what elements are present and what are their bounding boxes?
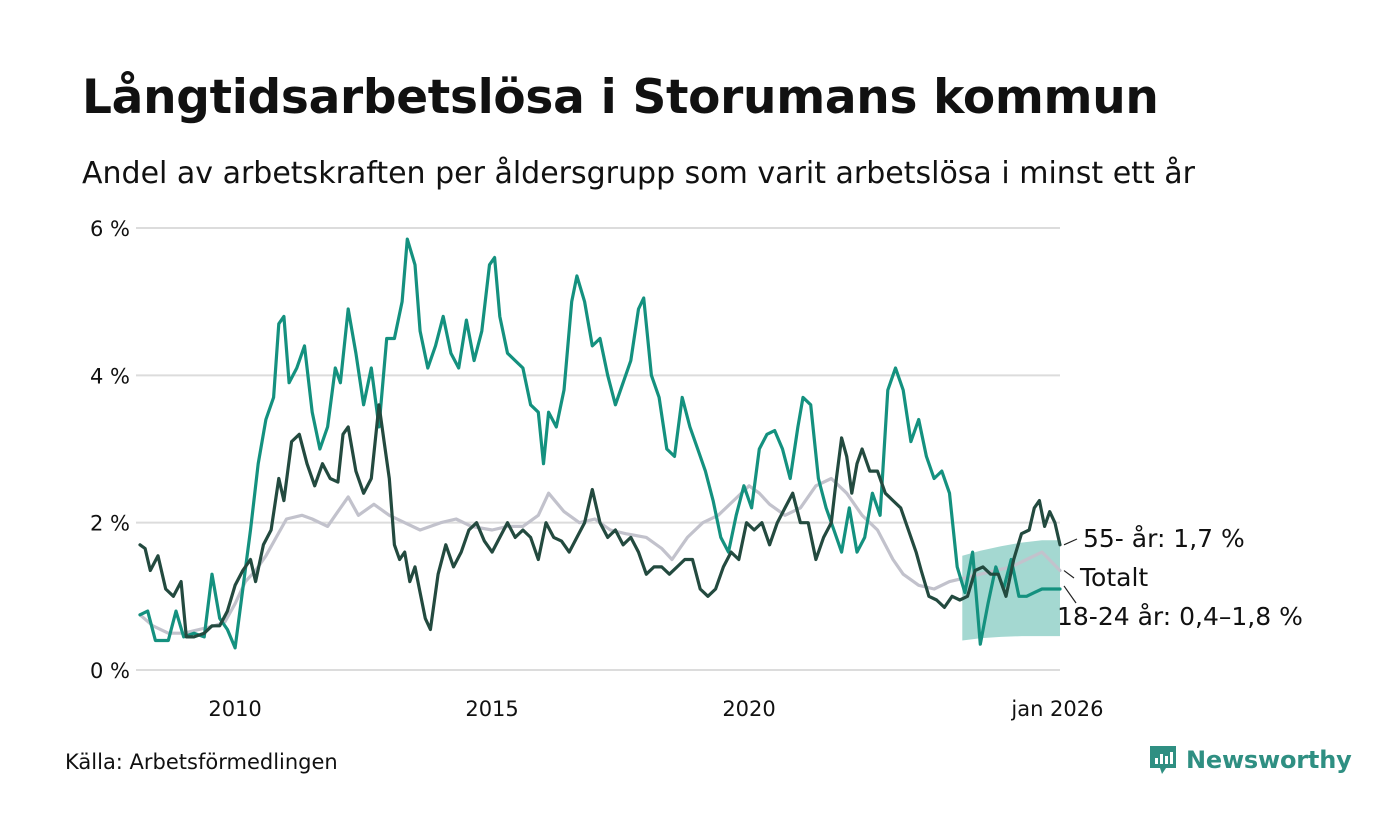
series-end-label: Totalt [1079, 563, 1148, 592]
brand-logo: Newsworthy [1148, 744, 1352, 776]
x-tick-label: 2010 [208, 697, 261, 721]
x-tick-label: jan 2026 [1010, 697, 1103, 721]
series-line-55-r [138, 403, 1062, 639]
x-tick-label: 2015 [465, 697, 518, 721]
series-end-label: 55- år: 1,7 % [1083, 524, 1245, 553]
brand-name: Newsworthy [1186, 746, 1352, 774]
label-leader-55 [1063, 538, 1078, 546]
series-line-totalt [138, 476, 1062, 635]
y-tick-label: 4 % [90, 364, 130, 388]
label-leader-totalt [1063, 570, 1075, 579]
source-note: Källa: Arbetsförmedlingen [65, 750, 338, 774]
newsworthy-icon [1150, 746, 1176, 774]
chart-subtitle: Andel av arbetskraften per åldersgrupp s… [82, 156, 1195, 191]
y-tick-label: 0 % [90, 659, 130, 683]
x-tick-label: 2020 [722, 697, 775, 721]
label-leader-18-24 [1063, 585, 1077, 604]
series-end-label: 18-24 år: 0,4–1,8 % [1057, 602, 1303, 631]
y-tick-label: 6 % [90, 217, 130, 241]
series-line-18-24-r [138, 237, 1062, 650]
y-tick-label: 2 % [90, 512, 130, 536]
chart-title: Långtidsarbetslösa i Storumans kommun [82, 70, 1159, 125]
